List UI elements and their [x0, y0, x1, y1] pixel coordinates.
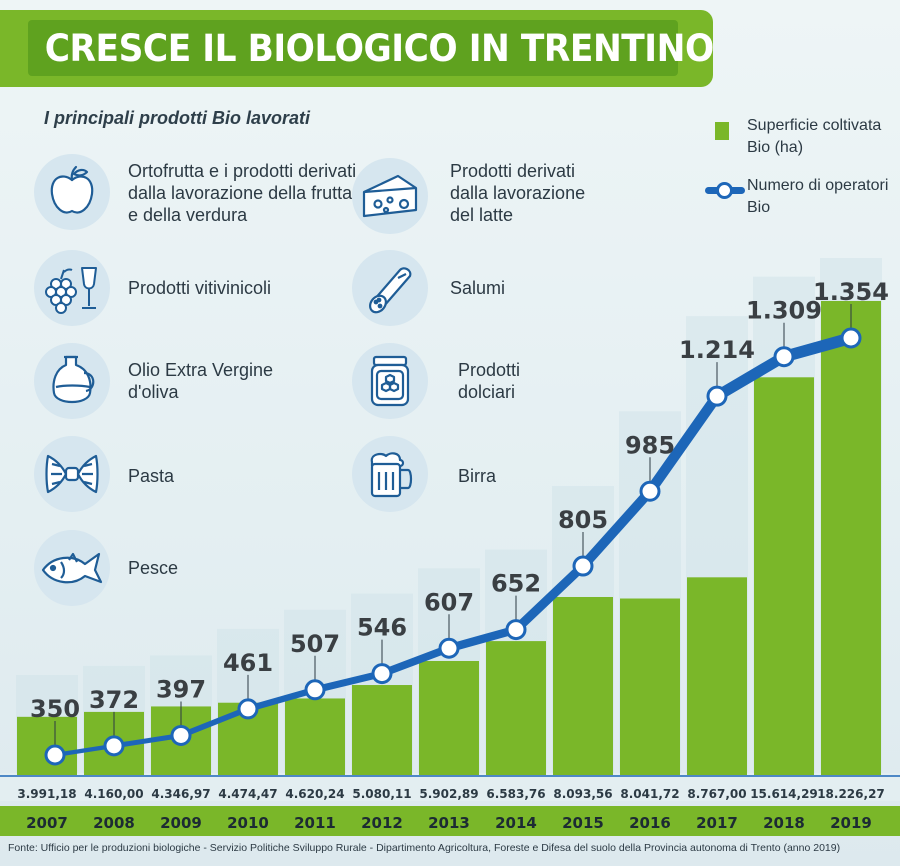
year-tick-label: 2009: [160, 814, 202, 832]
line-value-label: 507: [290, 630, 340, 658]
bar-value-label: 5.080,11: [352, 787, 411, 801]
year-tick-label: 2008: [93, 814, 135, 832]
line-segment: [778, 332, 857, 363]
line-point: [44, 744, 66, 766]
year-tick-label: 2012: [361, 814, 403, 832]
bar: [17, 716, 77, 775]
bar-value-label: 4.474,47: [218, 787, 277, 801]
line-point: [706, 385, 728, 407]
bar-value-label: 4.160,00: [84, 787, 143, 801]
line-value-label: 1.214: [679, 336, 755, 364]
title-banner: CRESCE IL BIOLOGICO IN TRENTINO: [0, 10, 714, 87]
line-segment: [311, 670, 386, 694]
bar-value-label: 15.614,29: [750, 787, 818, 801]
legend-label-line: Numero di operatori Bio: [747, 177, 889, 216]
line-point: [639, 480, 661, 502]
bar: [285, 698, 345, 775]
bar-value-label: 3.991,18: [17, 787, 76, 801]
year-tick-label: 2007: [26, 814, 68, 832]
bar-value-label: 8.041,72: [620, 787, 679, 801]
line-value-label: 1.309: [746, 297, 822, 325]
bar-value-label: 4.346,97: [151, 787, 210, 801]
bar: [553, 596, 613, 775]
source-note: Fonte: Ufficio per le produzioni biologi…: [8, 842, 841, 854]
year-tick-label: 2016: [629, 814, 671, 832]
line-segment: [711, 351, 790, 402]
bar: [687, 577, 747, 775]
bar-value-label: 4.620,24: [285, 787, 344, 801]
line-segment: [444, 625, 521, 653]
value-band: [0, 773, 900, 801]
year-tick-label: 2018: [763, 814, 805, 832]
bar-value-label: 18.226,27: [817, 787, 885, 801]
line-value-label: 805: [558, 506, 608, 534]
bar-swatch: [715, 122, 729, 140]
line-value-label: 397: [156, 675, 206, 703]
legend: Superficie coltivata Bio (ha) Numero di …: [705, 115, 895, 235]
line-segment: [178, 706, 251, 739]
year-tick-label: 2015: [562, 814, 604, 832]
line-value-label: 1.354: [813, 278, 889, 306]
page-title: CRESCE IL BIOLOGICO IN TRENTINO: [44, 26, 714, 70]
line-segment: [511, 561, 588, 635]
line-point: [371, 663, 393, 685]
line-point: [237, 698, 259, 720]
line-value-label: 652: [491, 570, 541, 598]
line-value-label: 350: [30, 695, 80, 723]
bar: [821, 300, 881, 775]
line-point: [505, 619, 527, 641]
line-segment: [111, 732, 184, 749]
bar-value-label: 5.902,89: [419, 787, 478, 801]
bar: [754, 377, 814, 775]
title-box: CRESCE IL BIOLOGICO IN TRENTINO: [28, 20, 714, 76]
line-value-label: 546: [357, 614, 407, 642]
line-swatch: [705, 182, 745, 199]
year-band: [0, 806, 900, 836]
line-value-label: 372: [89, 686, 139, 714]
line-point: [773, 346, 795, 368]
year-tick-label: 2010: [227, 814, 269, 832]
line-segment: [244, 686, 319, 713]
line-point: [840, 327, 862, 349]
year-tick-label: 2011: [294, 814, 336, 832]
line-segment: [644, 390, 723, 497]
line-value-label: 461: [223, 649, 273, 677]
bar: [352, 685, 412, 775]
line-point: [103, 735, 125, 757]
bar-value-label: 8.093,56: [553, 787, 612, 801]
year-tick-label: 2014: [495, 814, 537, 832]
line-point: [170, 724, 192, 746]
line-point: [304, 679, 326, 701]
bar: [486, 641, 546, 775]
legend-label-bars: Superficie coltivata Bio (ha): [747, 117, 882, 156]
bar: [419, 660, 479, 775]
line-value-label: 607: [424, 588, 474, 616]
line-segment: [378, 644, 453, 678]
line-point: [572, 555, 594, 577]
line-value-label: 985: [625, 431, 675, 459]
line-point: [438, 637, 460, 659]
year-tick-label: 2017: [696, 814, 738, 832]
bar-value-label: 8.767,00: [687, 787, 746, 801]
legend-item-bars: Superficie coltivata Bio (ha): [705, 115, 895, 175]
subtitle: I principali prodotti Bio lavorati: [44, 108, 311, 128]
bar: [620, 598, 680, 775]
year-tick-label: 2019: [830, 814, 872, 832]
year-tick-label: 2013: [428, 814, 470, 832]
bar-value-label: 6.583,76: [486, 787, 545, 801]
line-segment: [578, 486, 655, 571]
legend-item-line: Numero di operatori Bio: [705, 175, 895, 235]
